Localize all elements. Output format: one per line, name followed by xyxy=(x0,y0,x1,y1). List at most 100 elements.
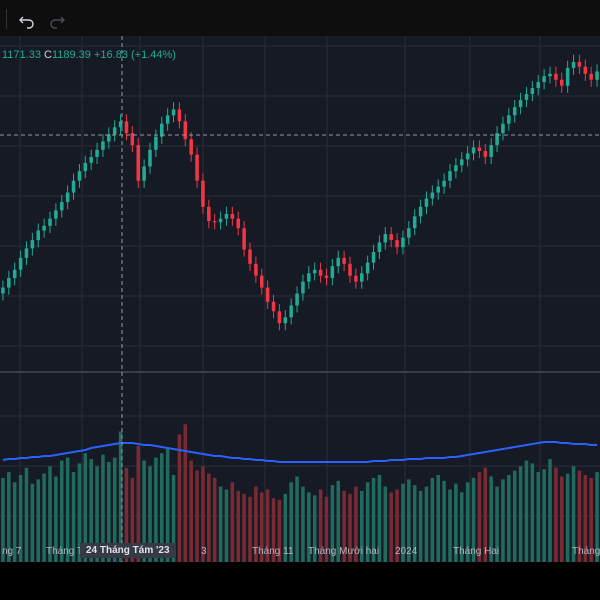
volume-bar xyxy=(77,463,82,562)
volume-bar xyxy=(136,446,140,562)
volume-bar xyxy=(542,469,546,562)
volume-bar xyxy=(583,475,588,562)
candle-body xyxy=(118,121,123,128)
volume-bar xyxy=(571,466,576,562)
volume-bar xyxy=(395,489,399,562)
candle-body xyxy=(212,221,217,223)
candle-body xyxy=(154,136,158,150)
candle-body xyxy=(201,180,205,207)
candle-body xyxy=(195,154,199,181)
volume-bar xyxy=(377,475,382,562)
candle-body xyxy=(371,251,376,263)
volume-bar xyxy=(30,483,35,562)
volume-bar xyxy=(283,493,288,562)
candle-body xyxy=(583,66,588,74)
volume-bar xyxy=(142,460,146,562)
volume-bar xyxy=(201,466,205,562)
volume-bar xyxy=(501,479,505,562)
candle-body xyxy=(30,240,35,249)
candle-body xyxy=(171,109,176,116)
candle-body xyxy=(277,311,282,324)
volume-bar xyxy=(536,472,540,562)
volume-bar xyxy=(212,477,217,562)
candle-body xyxy=(236,218,240,229)
volume-bar xyxy=(495,486,499,562)
candle-body xyxy=(548,73,552,77)
volume-bar xyxy=(512,470,517,562)
x-label-5: Tháng Mười hai xyxy=(308,546,380,557)
volume-bar xyxy=(354,486,358,562)
candle-body xyxy=(242,228,246,250)
volume-bar xyxy=(289,482,293,562)
volume-bar xyxy=(407,479,411,562)
volume-bar xyxy=(101,454,105,562)
candle-body xyxy=(136,145,140,181)
candle-body xyxy=(465,153,470,160)
candle-body xyxy=(207,206,211,222)
volume-bar xyxy=(471,477,476,562)
undo-button[interactable] xyxy=(16,9,38,31)
volume-bar xyxy=(477,472,482,562)
redo-button[interactable] xyxy=(46,9,68,31)
volume-bar xyxy=(307,492,311,562)
candle-body xyxy=(501,123,505,134)
volume-bar xyxy=(36,479,40,562)
volume-bar xyxy=(318,489,323,562)
candle-body xyxy=(389,234,393,241)
volume-bar xyxy=(483,467,488,562)
volume-bar xyxy=(448,489,452,562)
candle-body xyxy=(424,198,429,207)
volume-bar xyxy=(48,466,52,562)
candle-body xyxy=(312,269,317,274)
candle-body xyxy=(48,218,52,226)
toolbar-divider xyxy=(6,9,7,29)
candle-body xyxy=(130,133,135,146)
candle-body xyxy=(177,109,182,122)
volume-bar xyxy=(236,490,240,562)
volume-bar xyxy=(442,480,446,562)
volume-bar xyxy=(548,459,552,562)
candle-body xyxy=(489,145,493,157)
candle-body xyxy=(189,139,193,155)
volume-bar xyxy=(336,480,340,562)
volume-bar xyxy=(195,470,199,562)
candle-body xyxy=(77,171,82,181)
candle-body xyxy=(518,99,523,108)
volume-bar xyxy=(454,483,458,562)
candle-body xyxy=(107,134,111,142)
candle-body xyxy=(460,159,464,166)
volume-bar xyxy=(12,482,17,562)
volume-bar xyxy=(371,477,376,562)
volume-bar xyxy=(7,472,11,562)
volume-bar xyxy=(230,482,235,562)
x-label-1: Tháng T xyxy=(46,546,84,557)
price-chart[interactable] xyxy=(0,36,600,562)
candle-body xyxy=(248,249,252,264)
candle-body xyxy=(218,218,223,223)
time-axis[interactable]: ng 7 Tháng T 24 Tháng Tám '23 3 Tháng 11… xyxy=(0,540,600,562)
candle-body xyxy=(542,76,546,83)
candle-body xyxy=(430,192,435,199)
candle-body xyxy=(577,61,582,67)
volume-bar xyxy=(507,475,511,562)
candle-body xyxy=(354,275,358,282)
chart-area[interactable]: 1171.33 C1189.39 +16.83 (+1.44%) xyxy=(0,36,600,562)
volume-bar xyxy=(342,490,346,562)
close-label: C xyxy=(44,49,52,61)
candle-body xyxy=(401,237,405,248)
candle-body xyxy=(24,248,29,258)
candle-body xyxy=(483,151,488,157)
candle-body xyxy=(89,156,93,163)
candle-body xyxy=(318,269,323,276)
candle-body xyxy=(83,162,88,172)
x-label-6: 2024 xyxy=(395,546,418,557)
volume-bar xyxy=(271,498,276,562)
volume-bar xyxy=(95,466,99,562)
volume-bar xyxy=(177,434,182,562)
candle-body xyxy=(565,67,570,86)
volume-bar xyxy=(224,489,229,562)
volume-bar xyxy=(60,460,64,562)
candle-body xyxy=(71,180,76,193)
candle-body xyxy=(124,121,129,134)
